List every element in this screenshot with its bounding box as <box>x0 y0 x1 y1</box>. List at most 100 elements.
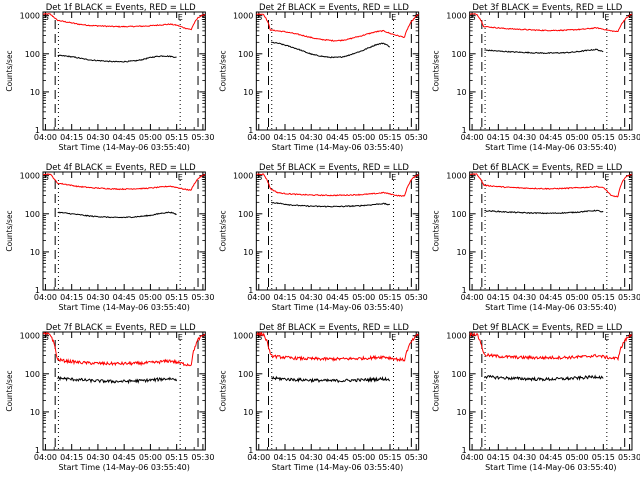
y-tick-label: 1000 <box>233 172 253 181</box>
x-tick-label: 05:30 <box>191 453 214 462</box>
y-tick-label: 1000 <box>446 12 466 21</box>
series-line-events-black <box>483 374 604 382</box>
series-line-lld-red <box>43 332 206 367</box>
x-tick-label: 04:30 <box>300 453 323 462</box>
event-marker-label: E <box>391 333 396 342</box>
x-tick-label: 04:15 <box>273 293 296 302</box>
chart-title: Det 7f BLACK = Events, RED = LLD <box>46 323 196 333</box>
x-tick-label: 05:00 <box>139 293 162 302</box>
event-marker-label: S <box>628 333 633 342</box>
y-tick-label: 1 <box>248 286 253 295</box>
series-line-events-black <box>270 201 391 208</box>
x-tick-label: 05:00 <box>352 453 375 462</box>
series-group <box>43 173 206 219</box>
x-tick-label: 04:45 <box>539 133 562 142</box>
y-axis-label: Counts/sec <box>5 370 14 411</box>
series-line-events-black <box>484 209 604 215</box>
event-marker-label: S <box>415 13 420 22</box>
y-tick-label: 100 <box>238 370 253 379</box>
event-marker-label: S <box>201 333 206 342</box>
plot-frame <box>469 171 633 291</box>
series-line-lld-red <box>43 173 206 191</box>
x-tick-label: 05:00 <box>566 133 589 142</box>
chart-title: Det 3f BLACK = Events, RED = LLD <box>472 3 622 13</box>
y-tick-label: 1 <box>248 126 253 135</box>
series-group <box>256 173 419 208</box>
event-marker-label: S <box>257 173 262 182</box>
x-tick-label: 04:15 <box>487 133 510 142</box>
x-tick-label: 05:15 <box>165 293 188 302</box>
series-group <box>256 332 419 384</box>
x-tick-label: 05:00 <box>566 453 589 462</box>
marker-lines <box>54 340 199 450</box>
chart-panel-4: Det 4f BLACK = Events, RED = LLD 1 10 100 10… <box>5 163 214 312</box>
y-tick-label: 1000 <box>20 172 40 181</box>
chart-panel-6: Det 6f BLACK = Events, RED = LLD 1 10 100 10… <box>432 163 640 312</box>
x-tick-label: 04:30 <box>300 293 323 302</box>
chart-panel-8: Det 8f BLACK = Events, RED = LLD 1 10 100 10… <box>218 323 427 472</box>
x-tick-label: 04:00 <box>34 133 57 142</box>
x-axis-label: Start Time (14-May-06 03:55:40) <box>58 143 189 152</box>
event-marker-label: E <box>178 13 183 22</box>
x-tick-label: 05:00 <box>139 133 162 142</box>
x-tick-label: 04:00 <box>247 133 270 142</box>
series-line-lld-red <box>256 173 419 198</box>
chart-panel-2: Det 2f BLACK = Events, RED = LLD 1 10 100 10… <box>218 3 427 152</box>
x-tick-label: 04:45 <box>113 133 136 142</box>
series-line-events-black <box>484 48 604 55</box>
series-line-lld-red <box>43 13 206 31</box>
x-tick-label: 04:15 <box>487 453 510 462</box>
y-tick-label: 10 <box>456 408 466 417</box>
y-tick-label: 1000 <box>446 172 466 181</box>
series-line-lld-red <box>469 332 632 362</box>
x-tick-label: 05:30 <box>405 453 428 462</box>
x-tick-label: 04:15 <box>487 293 510 302</box>
x-tick-label: 04:15 <box>60 293 83 302</box>
x-tick-label: 04:45 <box>326 133 349 142</box>
y-tick-label: 100 <box>451 210 466 219</box>
event-marker-label: S <box>44 333 49 342</box>
y-tick-label: 1 <box>462 126 467 135</box>
x-tick-label: 05:15 <box>378 293 401 302</box>
event-marker-label: S <box>201 173 206 182</box>
series-line-events-black <box>57 54 177 63</box>
x-tick-label: 05:30 <box>191 293 214 302</box>
x-tick-label: 04:45 <box>113 453 136 462</box>
x-axis-label: Start Time (14-May-06 03:55:40) <box>272 143 403 152</box>
x-tick-label: 04:30 <box>300 133 323 142</box>
event-marker-label: S <box>470 333 475 342</box>
series-line-events-black <box>270 41 390 59</box>
x-tick-label: 04:30 <box>513 133 536 142</box>
x-tick-label: 04:30 <box>86 293 109 302</box>
x-tick-label: 04:30 <box>86 133 109 142</box>
event-marker-label: S <box>415 333 420 342</box>
marker-lines <box>54 20 199 130</box>
x-tick-label: 04:15 <box>60 453 83 462</box>
x-tick-label: 04:45 <box>326 453 349 462</box>
event-marker-label: S <box>470 13 475 22</box>
y-tick-label: 100 <box>238 210 253 219</box>
series-group <box>43 13 206 63</box>
x-tick-label: 05:15 <box>378 453 401 462</box>
x-tick-label: 04:00 <box>461 453 484 462</box>
series-group <box>469 13 632 55</box>
chart-panel-3: Det 3f BLACK = Events, RED = LLD 1 10 100 10… <box>432 3 640 152</box>
x-tick-label: 05:30 <box>618 453 640 462</box>
series-group <box>469 173 632 215</box>
chart-panel-5: Det 5f BLACK = Events, RED = LLD 1 10 100 10… <box>218 163 427 312</box>
x-tick-label: 04:15 <box>273 453 296 462</box>
series-line-lld-red <box>469 13 632 33</box>
x-tick-label: 05:15 <box>592 133 615 142</box>
chart-title: Det 4f BLACK = Events, RED = LLD <box>46 163 196 173</box>
plot-frame <box>469 331 633 451</box>
event-marker-label: S <box>628 173 633 182</box>
x-axis-label: Start Time (14-May-06 03:55:40) <box>485 463 616 472</box>
y-tick-label: 10 <box>456 248 466 257</box>
event-marker-label: S <box>44 13 49 22</box>
x-tick-label: 05:15 <box>592 453 615 462</box>
x-tick-label: 05:00 <box>352 133 375 142</box>
y-tick-label: 100 <box>25 210 40 219</box>
series-group <box>43 332 206 385</box>
series-line-events-black <box>57 375 178 385</box>
chart-title: Det 2f BLACK = Events, RED = LLD <box>259 3 409 13</box>
